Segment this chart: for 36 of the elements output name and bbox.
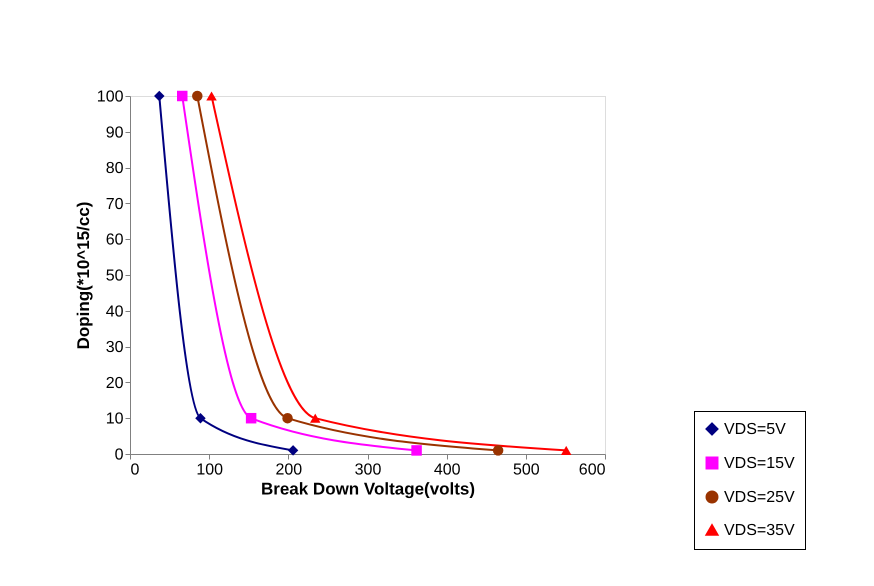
y-tick-label: 20 bbox=[106, 374, 124, 392]
y-tick-label: 0 bbox=[114, 446, 124, 464]
point bbox=[411, 445, 422, 456]
y-tick-label: 90 bbox=[106, 124, 124, 142]
y-tick-label: 30 bbox=[106, 339, 124, 356]
x-tick-label: 400 bbox=[434, 462, 461, 478]
y-tick-label: 100 bbox=[96, 88, 124, 106]
point bbox=[246, 412, 256, 424]
y-tick-label: 80 bbox=[106, 160, 124, 178]
y-tick-label: 40 bbox=[106, 303, 124, 320]
legend-label: VDS=25V bbox=[724, 489, 796, 506]
x-tick-label: 300 bbox=[354, 462, 382, 478]
y-axis-title: Doping(*10^15/cc) bbox=[74, 202, 93, 350]
legend-label: VDS=35V bbox=[724, 522, 796, 539]
x-tick-label: 600 bbox=[578, 462, 606, 478]
point bbox=[560, 446, 572, 455]
point bbox=[282, 412, 293, 424]
point bbox=[206, 91, 217, 101]
point bbox=[288, 445, 298, 456]
x-tick-label: 500 bbox=[512, 462, 540, 478]
point bbox=[195, 412, 206, 424]
point bbox=[492, 445, 504, 456]
point bbox=[192, 90, 203, 102]
x-tick-label: 100 bbox=[196, 462, 224, 478]
y-tick-label: 70 bbox=[106, 196, 124, 213]
point bbox=[310, 414, 320, 423]
point bbox=[154, 90, 165, 102]
y-tick-label: 50 bbox=[106, 268, 124, 284]
y-tick-label: 10 bbox=[106, 410, 124, 428]
legend-label: VDS=15V bbox=[724, 455, 796, 472]
x-axis-title: Break Down Voltage(volts) bbox=[260, 480, 476, 498]
legend-label: VDS=5V bbox=[724, 421, 786, 438]
y-tick-label: 60 bbox=[106, 232, 124, 249]
x-tick-label: 200 bbox=[275, 462, 302, 478]
point bbox=[177, 90, 188, 102]
x-tick-label: 0 bbox=[130, 462, 140, 478]
